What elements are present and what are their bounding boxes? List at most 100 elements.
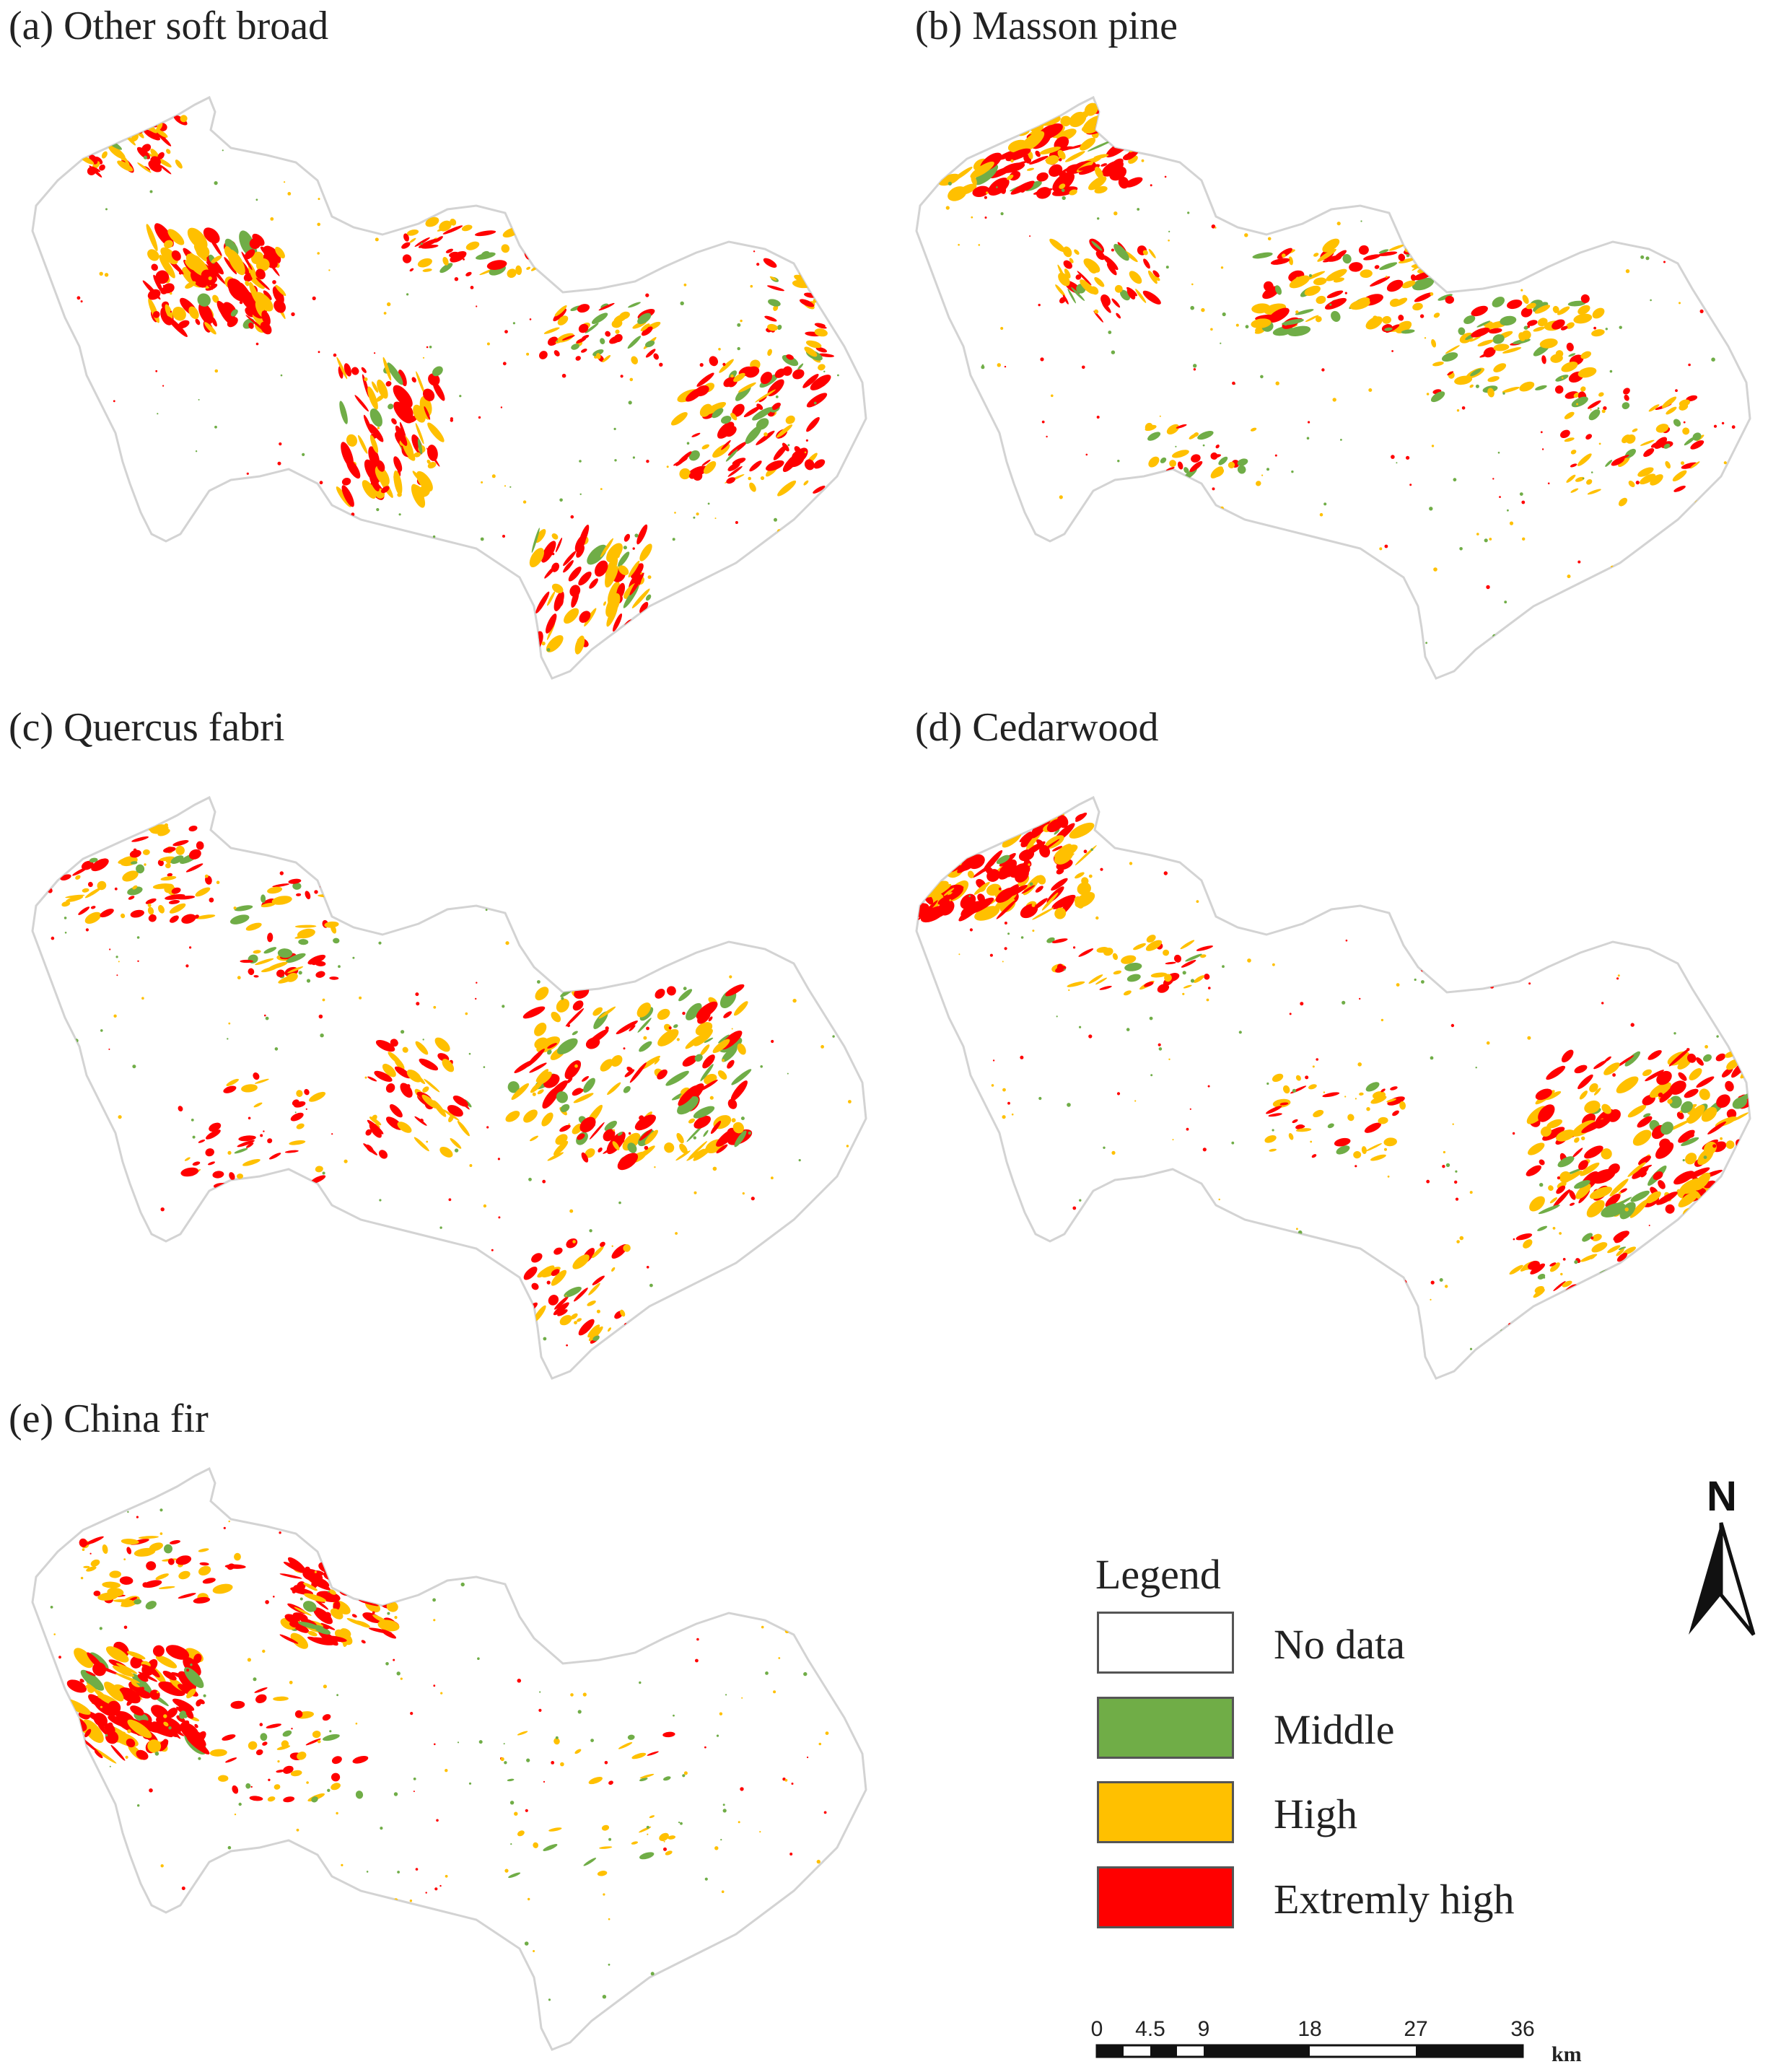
patch-high	[1080, 1271, 1083, 1274]
patch-extremely-high	[126, 1738, 136, 1748]
patch-high	[600, 1059, 613, 1072]
patch-extremely-high	[1542, 1127, 1565, 1141]
patch-middle	[326, 1560, 342, 1568]
patch-extremely-high	[1277, 248, 1292, 259]
patch-extremely-high	[1051, 878, 1068, 891]
patch-middle	[1640, 255, 1645, 259]
patch-high	[989, 822, 1002, 834]
patch-high	[1493, 363, 1507, 372]
patch-middle	[1237, 465, 1246, 474]
patch-extremely-high	[87, 881, 93, 888]
patch-high	[977, 107, 988, 113]
patch-middle	[384, 153, 388, 157]
patch-extremely-high	[305, 1108, 307, 1110]
north-label: N	[1707, 1473, 1737, 1520]
patch-high	[693, 1028, 713, 1046]
patch-high	[1560, 1272, 1563, 1276]
patch-middle	[130, 861, 138, 865]
patch-extremely-high	[276, 969, 285, 978]
patch-high	[769, 836, 774, 841]
patch-extremely-high	[1678, 1129, 1695, 1143]
patch-high	[1074, 249, 1080, 255]
patch-middle	[1165, 266, 1169, 269]
patch-extremely-high	[498, 1998, 502, 2003]
patch-high	[664, 1142, 675, 1153]
patch-high	[1003, 100, 1029, 118]
patch-extremely-high	[1164, 591, 1167, 594]
patch-extremely-high	[997, 180, 1007, 194]
patch-extremely-high	[771, 402, 781, 410]
patch-middle	[260, 1733, 268, 1741]
patch-high	[846, 1145, 849, 1148]
patch-middle	[524, 1941, 529, 1946]
patch-high	[705, 218, 708, 222]
patch-high	[607, 1082, 621, 1096]
patch-extremely-high	[1656, 1192, 1678, 1205]
patch-high	[1601, 409, 1606, 414]
patch-extremely-high	[249, 237, 261, 250]
patch-middle	[1266, 1082, 1269, 1085]
patch-high	[1001, 121, 1021, 134]
patch-extremely-high	[271, 1251, 275, 1255]
patch-extremely-high	[555, 538, 563, 553]
patch-extremely-high	[1144, 982, 1154, 987]
patch-extremely-high	[960, 856, 977, 871]
patch-high	[668, 1835, 676, 1840]
patch-extremely-high	[229, 1172, 235, 1181]
patch-middle	[691, 1355, 695, 1360]
patch-high	[400, 1677, 403, 1680]
patch-extremely-high	[1601, 1002, 1604, 1005]
patch-extremely-high	[328, 1993, 333, 1998]
patch-extremely-high	[1020, 1055, 1024, 1059]
patch-high	[1412, 302, 1423, 311]
patch-middle	[170, 855, 184, 864]
patch-middle	[376, 508, 380, 512]
patch-middle	[740, 1116, 745, 1121]
patch-middle	[1113, 243, 1129, 261]
map-panel-c	[31, 795, 867, 1380]
patch-extremely-high	[1002, 162, 1025, 173]
patch-middle	[1292, 1088, 1296, 1093]
patch-high	[536, 1036, 561, 1053]
patch-middle	[97, 1102, 99, 1104]
patch-extremely-high	[314, 890, 318, 894]
patch-high	[537, 1089, 544, 1095]
patch-high	[1489, 538, 1492, 541]
patch-extremely-high	[1005, 148, 1031, 162]
patch-middle	[454, 1148, 459, 1153]
patch-high	[703, 460, 717, 474]
patch-extremely-high	[1224, 576, 1227, 579]
patch-high	[539, 235, 552, 240]
patch-high	[163, 1721, 169, 1727]
patch-high	[734, 1001, 748, 1016]
patch-high	[1031, 903, 1036, 907]
patch-high	[1570, 134, 1575, 137]
patch-extremely-high	[263, 1923, 267, 1928]
patch-high	[1556, 1129, 1575, 1142]
patch-high	[1550, 1262, 1560, 1272]
patch-extremely-high	[128, 896, 135, 900]
patch-extremely-high	[169, 915, 179, 923]
patch-high	[1682, 427, 1690, 435]
patch-middle	[468, 1052, 471, 1055]
patch-high	[576, 1318, 582, 1322]
patch-high	[1308, 1084, 1317, 1090]
patch-extremely-high	[80, 300, 83, 303]
patch-high	[164, 883, 175, 893]
patch-high	[517, 233, 520, 236]
patch-high	[1002, 961, 1004, 963]
patch-extremely-high	[1426, 1179, 1430, 1184]
patch-high	[620, 1309, 626, 1317]
patch-high	[331, 1783, 341, 1791]
scale-tick: 0	[1090, 2017, 1103, 2041]
patch-extremely-high	[272, 280, 276, 284]
patch-high	[328, 1589, 336, 1595]
patch-middle	[459, 395, 462, 398]
patch-extremely-high	[1392, 1110, 1399, 1116]
patch-middle	[543, 1844, 558, 1851]
patch-high	[146, 224, 158, 252]
patch-extremely-high	[1173, 954, 1182, 963]
patch-high	[1566, 474, 1576, 483]
patch-high	[289, 1140, 306, 1145]
patch-middle	[1476, 320, 1491, 328]
